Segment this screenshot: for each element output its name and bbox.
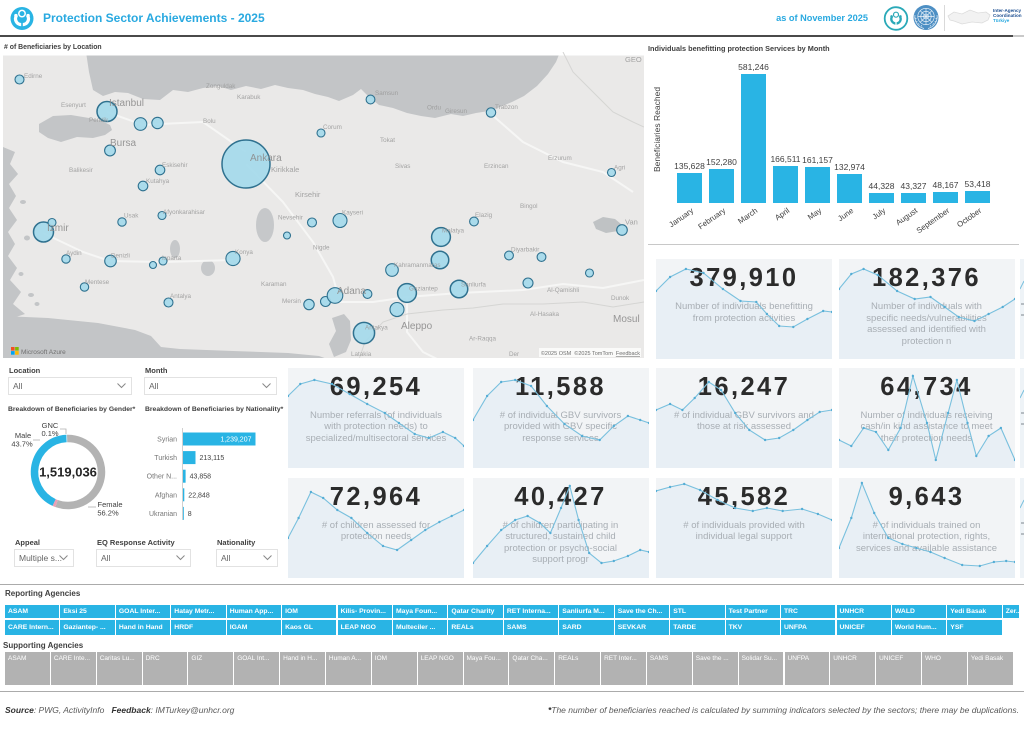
svg-text:Ordu: Ordu bbox=[427, 105, 441, 112]
svg-text:Antakya: Antakya bbox=[365, 325, 388, 332]
svg-text:Elazig: Elazig bbox=[475, 212, 493, 219]
svg-text:Al-Qamishli: Al-Qamishli bbox=[547, 287, 579, 294]
svg-text:Karabuk: Karabuk bbox=[237, 94, 261, 101]
svg-text:Tokat: Tokat bbox=[380, 137, 395, 144]
svg-text:Turkish: Turkish bbox=[154, 455, 177, 462]
svg-text:56.2%: 56.2% bbox=[97, 509, 119, 518]
svg-text:Aleppo: Aleppo bbox=[401, 321, 433, 332]
svg-text:Malatya: Malatya bbox=[442, 228, 465, 235]
svg-text:Istanbul: Istanbul bbox=[109, 98, 144, 109]
svg-text:Trabzon: Trabzon bbox=[495, 104, 518, 111]
svg-text:22,848: 22,848 bbox=[188, 492, 210, 499]
svg-text:Diyarbakir: Diyarbakir bbox=[511, 247, 539, 254]
svg-text:Kirsehir: Kirsehir bbox=[295, 190, 321, 199]
svg-text:Zonguldak: Zonguldak bbox=[206, 83, 236, 90]
svg-text:Edirne: Edirne bbox=[24, 73, 43, 80]
svg-text:GEO: GEO bbox=[625, 55, 642, 64]
svg-text:8: 8 bbox=[188, 511, 192, 518]
svg-text:Kayseri: Kayseri bbox=[342, 210, 363, 217]
svg-text:Mentese: Mentese bbox=[85, 279, 110, 286]
svg-text:Sanliurfa: Sanliurfa bbox=[461, 282, 486, 289]
svg-text:Denizli: Denizli bbox=[111, 253, 130, 260]
svg-text:Male: Male bbox=[15, 431, 31, 440]
svg-text:Adana: Adana bbox=[337, 286, 366, 297]
svg-text:Afyonkarahisar: Afyonkarahisar bbox=[163, 209, 205, 216]
svg-text:Latakia: Latakia bbox=[351, 351, 372, 358]
svg-text:Usak: Usak bbox=[124, 213, 139, 220]
svg-text:Pendik: Pendik bbox=[89, 117, 109, 124]
svg-text:GNC: GNC bbox=[42, 421, 59, 430]
svg-text:Izmir: Izmir bbox=[47, 223, 69, 234]
svg-text:Konya: Konya bbox=[235, 249, 253, 256]
svg-text:Female: Female bbox=[97, 500, 122, 509]
svg-text:Van: Van bbox=[625, 218, 638, 227]
svg-text:Erzurum: Erzurum bbox=[548, 155, 572, 162]
svg-text:Al-Hasaka: Al-Hasaka bbox=[530, 311, 560, 318]
svg-text:Esenyurt: Esenyurt bbox=[61, 102, 86, 109]
svg-text:Other N...: Other N... bbox=[147, 474, 177, 481]
svg-text:Antalya: Antalya bbox=[170, 293, 192, 300]
svg-text:Sivas: Sivas bbox=[395, 163, 410, 170]
svg-text:Bolu: Bolu bbox=[203, 118, 216, 125]
svg-text:Aydin: Aydin bbox=[66, 250, 82, 257]
svg-text:Bingol: Bingol bbox=[520, 203, 538, 210]
svg-text:Kahramanmaras: Kahramanmaras bbox=[394, 262, 441, 269]
svg-text:Giresun: Giresun bbox=[445, 108, 468, 115]
svg-text:Ukranian: Ukranian bbox=[149, 511, 177, 518]
svg-text:Beneficiaries Reached: Beneficiaries Reached bbox=[652, 87, 662, 172]
svg-text:Kirikkale: Kirikkale bbox=[271, 165, 299, 174]
svg-text:Ankara: Ankara bbox=[250, 153, 282, 164]
svg-text:Eskisehir: Eskisehir bbox=[162, 162, 188, 169]
svg-text:Mosul: Mosul bbox=[613, 314, 640, 325]
svg-text:Afghan: Afghan bbox=[155, 492, 177, 499]
svg-text:Isparta: Isparta bbox=[162, 255, 182, 262]
svg-text:1,239,207: 1,239,207 bbox=[220, 437, 251, 444]
svg-text:Microsoft Azure: Microsoft Azure bbox=[21, 349, 66, 356]
svg-text:Agri: Agri bbox=[614, 165, 625, 172]
svg-text:Balikesir: Balikesir bbox=[69, 167, 93, 174]
svg-text:Kutahya: Kutahya bbox=[146, 178, 170, 185]
svg-text:Ar-Raqqa: Ar-Raqqa bbox=[469, 336, 496, 343]
svg-text:Nigde: Nigde bbox=[313, 245, 330, 252]
svg-text:Corum: Corum bbox=[323, 124, 342, 131]
svg-text:©2025 OSM ©2025 TomTom Feedb: ©2025 OSM ©2025 TomTom Feedback bbox=[541, 350, 640, 357]
svg-text:Mersin: Mersin bbox=[282, 298, 301, 305]
svg-text:Samsun: Samsun bbox=[375, 90, 399, 97]
svg-text:Syrian: Syrian bbox=[157, 437, 177, 444]
svg-text:Gaziantep: Gaziantep bbox=[409, 286, 438, 293]
svg-text:0.1%: 0.1% bbox=[41, 429, 58, 438]
svg-text:Bursa: Bursa bbox=[110, 138, 137, 149]
svg-text:Erzincan: Erzincan bbox=[484, 163, 509, 170]
svg-text:1,519,036: 1,519,036 bbox=[39, 465, 97, 480]
svg-text:Nevsehir: Nevsehir bbox=[278, 215, 303, 222]
svg-text:Der: Der bbox=[509, 351, 519, 358]
svg-text:43.7%: 43.7% bbox=[11, 440, 33, 449]
svg-text:43,858: 43,858 bbox=[190, 474, 212, 481]
svg-text:Dunok: Dunok bbox=[611, 295, 630, 302]
svg-text:Karaman: Karaman bbox=[261, 281, 287, 288]
svg-text:213,115: 213,115 bbox=[200, 455, 225, 462]
